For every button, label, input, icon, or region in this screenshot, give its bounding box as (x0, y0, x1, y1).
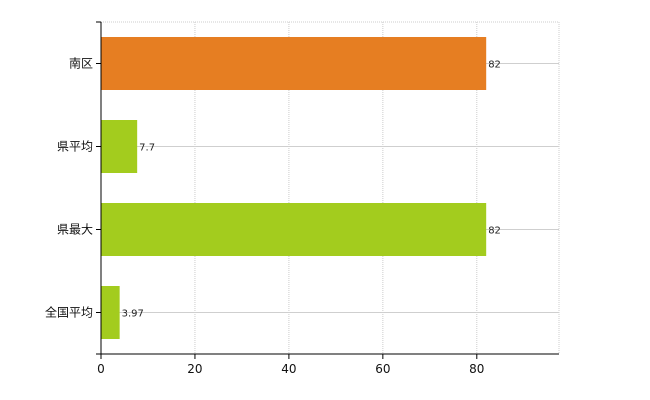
bar (101, 37, 487, 90)
x-tick-label: 60 (375, 362, 390, 376)
x-tick-label: 80 (469, 362, 484, 376)
data-label: 82 (488, 226, 501, 237)
x-tick-label: 20 (187, 362, 202, 376)
category-label: 県最大 (57, 223, 93, 237)
bar (101, 203, 487, 256)
axes (96, 21, 559, 359)
bar (101, 286, 120, 339)
data-label: 7.7 (139, 143, 155, 154)
x-tick-label: 0 (97, 362, 105, 376)
category-label: 南区 (69, 56, 93, 71)
data-label: 3.97 (122, 309, 144, 320)
category-label: 県平均 (57, 140, 93, 154)
data-label: 82 (488, 60, 501, 71)
category-label: 全国平均 (45, 305, 93, 320)
bars (101, 37, 487, 339)
x-tick-label: 40 (281, 362, 296, 376)
bar (101, 120, 138, 173)
